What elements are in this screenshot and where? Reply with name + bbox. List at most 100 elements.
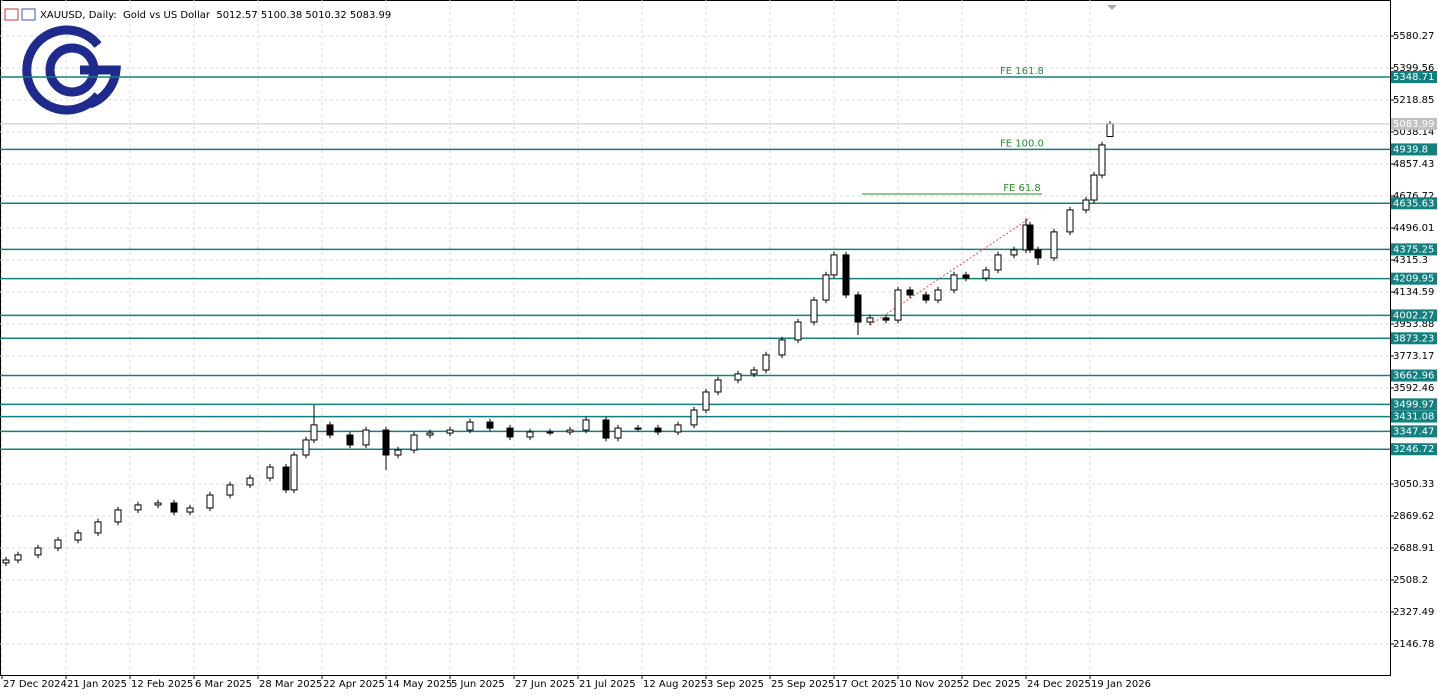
logo-arc [22,25,102,115]
candle-body [346,434,354,446]
icon [21,8,36,21]
fib-label: FE 61.8 [1003,183,1041,194]
candle-body [382,429,390,456]
candle-body [1098,144,1106,176]
x-tick-label: 24 Dec 2025 [1027,679,1091,690]
y-tick-label: 2869.62 [1393,511,1434,522]
candle-body [74,532,82,541]
candle-body [714,379,722,393]
level-label: 3662.96 [1393,371,1434,382]
candle-body [922,294,930,301]
level-label-box [1391,143,1437,156]
level-label: 4002.27 [1393,310,1434,321]
x-tick-label: 19 Jan 2026 [1091,679,1151,690]
level-label-box [1391,272,1437,285]
candle-body [1066,209,1074,233]
candle-body [170,502,178,513]
x-tick-label: 27 Jun 2025 [515,679,575,690]
candle-body [410,434,418,451]
candle-body [830,254,838,276]
candle-body [486,421,494,429]
y-tick-label: 4496.01 [1393,223,1434,234]
shift-marker [1107,5,1117,10]
level-label: 5348.71 [1393,72,1434,83]
candle-body [654,427,662,433]
candle-body [1050,231,1058,259]
level-label: 3347.47 [1393,426,1434,437]
candle-body [114,509,122,523]
y-tick-label: 5580.27 [1393,31,1434,42]
x-tick-label: 27 Dec 2024 [3,679,67,690]
x-tick-label: 25 Sep 2025 [771,679,834,690]
fib-label: FE 100.0 [1000,138,1044,149]
level-label-box [1391,369,1437,382]
candle-body [1026,224,1034,251]
y-tick-label: 4676.72 [1393,191,1434,202]
candle-body [842,254,850,296]
candle-body [994,254,1002,271]
y-tick-label: 2146.78 [1393,639,1434,650]
candle-body [134,504,142,511]
x-tick-label: 12 Feb 2025 [131,679,193,690]
candle-body [882,317,890,321]
candle-body [506,427,514,438]
x-tick-label: 12 Aug 2025 [643,679,707,690]
x-tick-label: 21 Jan 2025 [67,679,127,690]
candle-body [750,369,758,375]
x-tick-label: 10 Nov 2025 [899,679,963,690]
candle-body [950,274,958,291]
price-label: 5083.99 [1393,119,1434,130]
candle-body [426,432,434,436]
candle-body [34,547,42,556]
candle-body [1082,199,1090,211]
candle-body [962,274,970,279]
y-tick-label: 5399.56 [1393,63,1434,74]
y-tick-label: 2688.91 [1393,543,1434,554]
candle-body [634,427,642,430]
candle-body [866,317,874,323]
candle-body [1034,249,1042,259]
candle-body [246,477,254,486]
candle-body [154,502,162,506]
candle-body [734,373,742,381]
chart-title: XAUUSD, Daily: Gold vs US Dollar 5012.57… [40,10,391,21]
x-tick-label: 2 Dec 2025 [963,679,1021,690]
candle-body [94,521,102,534]
x-tick-label: 21 Jul 2025 [579,679,636,690]
level-label-box [1391,398,1437,411]
candle-body [690,409,698,426]
candle-body [934,289,942,301]
level-label: 3499.97 [1393,399,1434,410]
candle-body [982,269,990,279]
candle-body [226,484,234,496]
level-label-box [1391,71,1437,84]
level-label: 4375.25 [1393,244,1434,255]
candle-body [582,419,590,431]
candle-body [362,429,370,446]
y-tick-label: 4315.3 [1393,255,1428,266]
candle-body [906,289,914,296]
candle-body [54,539,62,549]
level-label-box [1391,197,1437,210]
candle-body [810,299,818,323]
price-label-box [1391,117,1437,130]
y-tick-label: 5218.85 [1393,95,1434,106]
y-tick-label: 4134.59 [1393,287,1434,298]
y-tick-label: 5038.14 [1393,127,1434,138]
candle-body [186,507,194,513]
candle-body [394,449,402,456]
candle-body [854,294,862,323]
candle-body [290,454,298,491]
candle-body [822,274,830,301]
candle-body [14,554,22,561]
level-label: 3873.23 [1393,333,1434,344]
candle-body [2,559,10,564]
level-label: 4939.8 [1393,144,1428,155]
candle-body [602,419,610,439]
candle-body [302,439,310,456]
title-icon [4,8,36,21]
candle-body [794,321,802,341]
level-label-box [1391,410,1437,423]
